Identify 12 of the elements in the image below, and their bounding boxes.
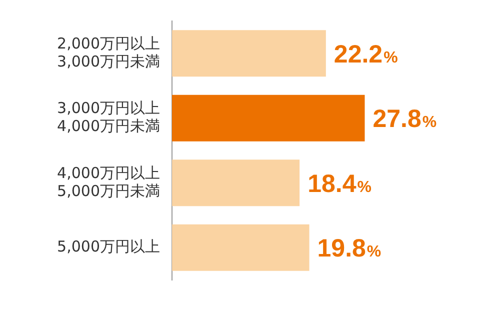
- bar: [172, 160, 300, 206]
- bar: [172, 94, 365, 142]
- y-tick-label: 4,000万円以上 5,000万円未満: [57, 164, 160, 200]
- bar: [172, 224, 310, 271]
- bar: [172, 30, 326, 77]
- y-tick-label: 5,000万円以上: [57, 238, 160, 256]
- data-label: 22.2%: [334, 40, 398, 68]
- data-label: 18.4%: [308, 170, 372, 198]
- data-label: 27.8%: [372, 105, 437, 134]
- data-label: 19.8%: [317, 234, 382, 263]
- y-tick-label: 3,000万円以上 4,000万円未満: [57, 99, 160, 136]
- y-tick-label: 2,000万円以上 3,000万円未満: [57, 34, 160, 70]
